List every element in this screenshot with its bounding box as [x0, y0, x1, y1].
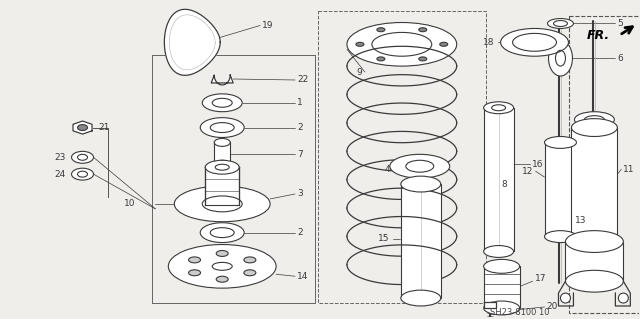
Ellipse shape — [356, 42, 364, 46]
Text: 20: 20 — [547, 302, 558, 311]
Text: 16: 16 — [532, 160, 543, 169]
Ellipse shape — [484, 301, 520, 315]
Bar — [205, 167, 239, 205]
Ellipse shape — [545, 137, 577, 148]
Text: 22: 22 — [297, 76, 308, 85]
Text: FR.: FR. — [586, 29, 609, 42]
Text: 2: 2 — [297, 228, 303, 237]
Ellipse shape — [566, 231, 623, 252]
Bar — [484, 108, 513, 251]
Ellipse shape — [202, 94, 242, 112]
Ellipse shape — [72, 168, 93, 180]
Text: 23: 23 — [54, 153, 65, 162]
Ellipse shape — [377, 28, 385, 32]
Text: 5: 5 — [618, 19, 623, 28]
Ellipse shape — [500, 28, 568, 56]
Ellipse shape — [545, 231, 577, 242]
Text: 21: 21 — [99, 123, 110, 132]
Ellipse shape — [401, 176, 441, 192]
Bar — [566, 241, 623, 281]
Text: 4: 4 — [384, 165, 390, 174]
Text: 15: 15 — [378, 234, 390, 243]
Ellipse shape — [484, 259, 520, 273]
Text: 3: 3 — [297, 189, 303, 198]
Ellipse shape — [214, 160, 230, 168]
Text: 7: 7 — [297, 150, 303, 159]
Bar — [572, 128, 618, 241]
Polygon shape — [164, 9, 220, 75]
Text: 17: 17 — [534, 274, 546, 283]
Ellipse shape — [440, 42, 448, 46]
Ellipse shape — [200, 118, 244, 137]
Ellipse shape — [561, 293, 570, 303]
Ellipse shape — [216, 276, 228, 282]
Text: 19: 19 — [262, 21, 274, 30]
Ellipse shape — [214, 138, 230, 146]
Bar — [401, 184, 441, 298]
Text: 6: 6 — [618, 54, 623, 63]
Ellipse shape — [577, 234, 612, 255]
Text: 24: 24 — [54, 170, 65, 179]
Ellipse shape — [377, 57, 385, 61]
Ellipse shape — [347, 23, 457, 66]
Ellipse shape — [419, 28, 427, 32]
Ellipse shape — [484, 102, 513, 114]
Text: 13: 13 — [575, 216, 586, 225]
Ellipse shape — [484, 246, 513, 257]
Ellipse shape — [77, 125, 88, 130]
Text: 14: 14 — [297, 272, 308, 281]
Ellipse shape — [205, 160, 239, 174]
Ellipse shape — [547, 19, 573, 28]
Bar — [214, 143, 230, 164]
Ellipse shape — [401, 290, 441, 306]
Bar — [318, 11, 486, 303]
Text: 11: 11 — [623, 165, 635, 174]
Text: 9: 9 — [356, 68, 362, 77]
Bar — [570, 16, 640, 313]
Ellipse shape — [618, 293, 628, 303]
Ellipse shape — [244, 257, 256, 263]
Ellipse shape — [189, 270, 200, 276]
Ellipse shape — [200, 223, 244, 242]
Ellipse shape — [566, 270, 623, 292]
Polygon shape — [484, 302, 495, 308]
Ellipse shape — [572, 119, 618, 137]
Bar — [484, 266, 520, 308]
Text: SH23-8100 10: SH23-8100 10 — [490, 308, 549, 317]
Ellipse shape — [572, 233, 618, 250]
Ellipse shape — [189, 257, 200, 263]
Text: 8: 8 — [502, 180, 508, 189]
Polygon shape — [211, 75, 233, 85]
Text: 1: 1 — [297, 98, 303, 107]
Ellipse shape — [72, 151, 93, 163]
Text: 18: 18 — [483, 38, 495, 47]
Bar — [545, 143, 577, 237]
Ellipse shape — [390, 154, 450, 178]
Ellipse shape — [174, 186, 270, 222]
Ellipse shape — [548, 40, 572, 76]
Ellipse shape — [419, 57, 427, 61]
Ellipse shape — [168, 245, 276, 288]
Text: 2: 2 — [297, 123, 303, 132]
Ellipse shape — [575, 112, 614, 128]
Text: 10: 10 — [124, 199, 136, 208]
Ellipse shape — [244, 270, 256, 276]
Polygon shape — [73, 121, 92, 134]
Bar — [152, 55, 315, 303]
Bar — [152, 55, 315, 303]
Ellipse shape — [216, 250, 228, 256]
Text: 12: 12 — [522, 167, 534, 176]
